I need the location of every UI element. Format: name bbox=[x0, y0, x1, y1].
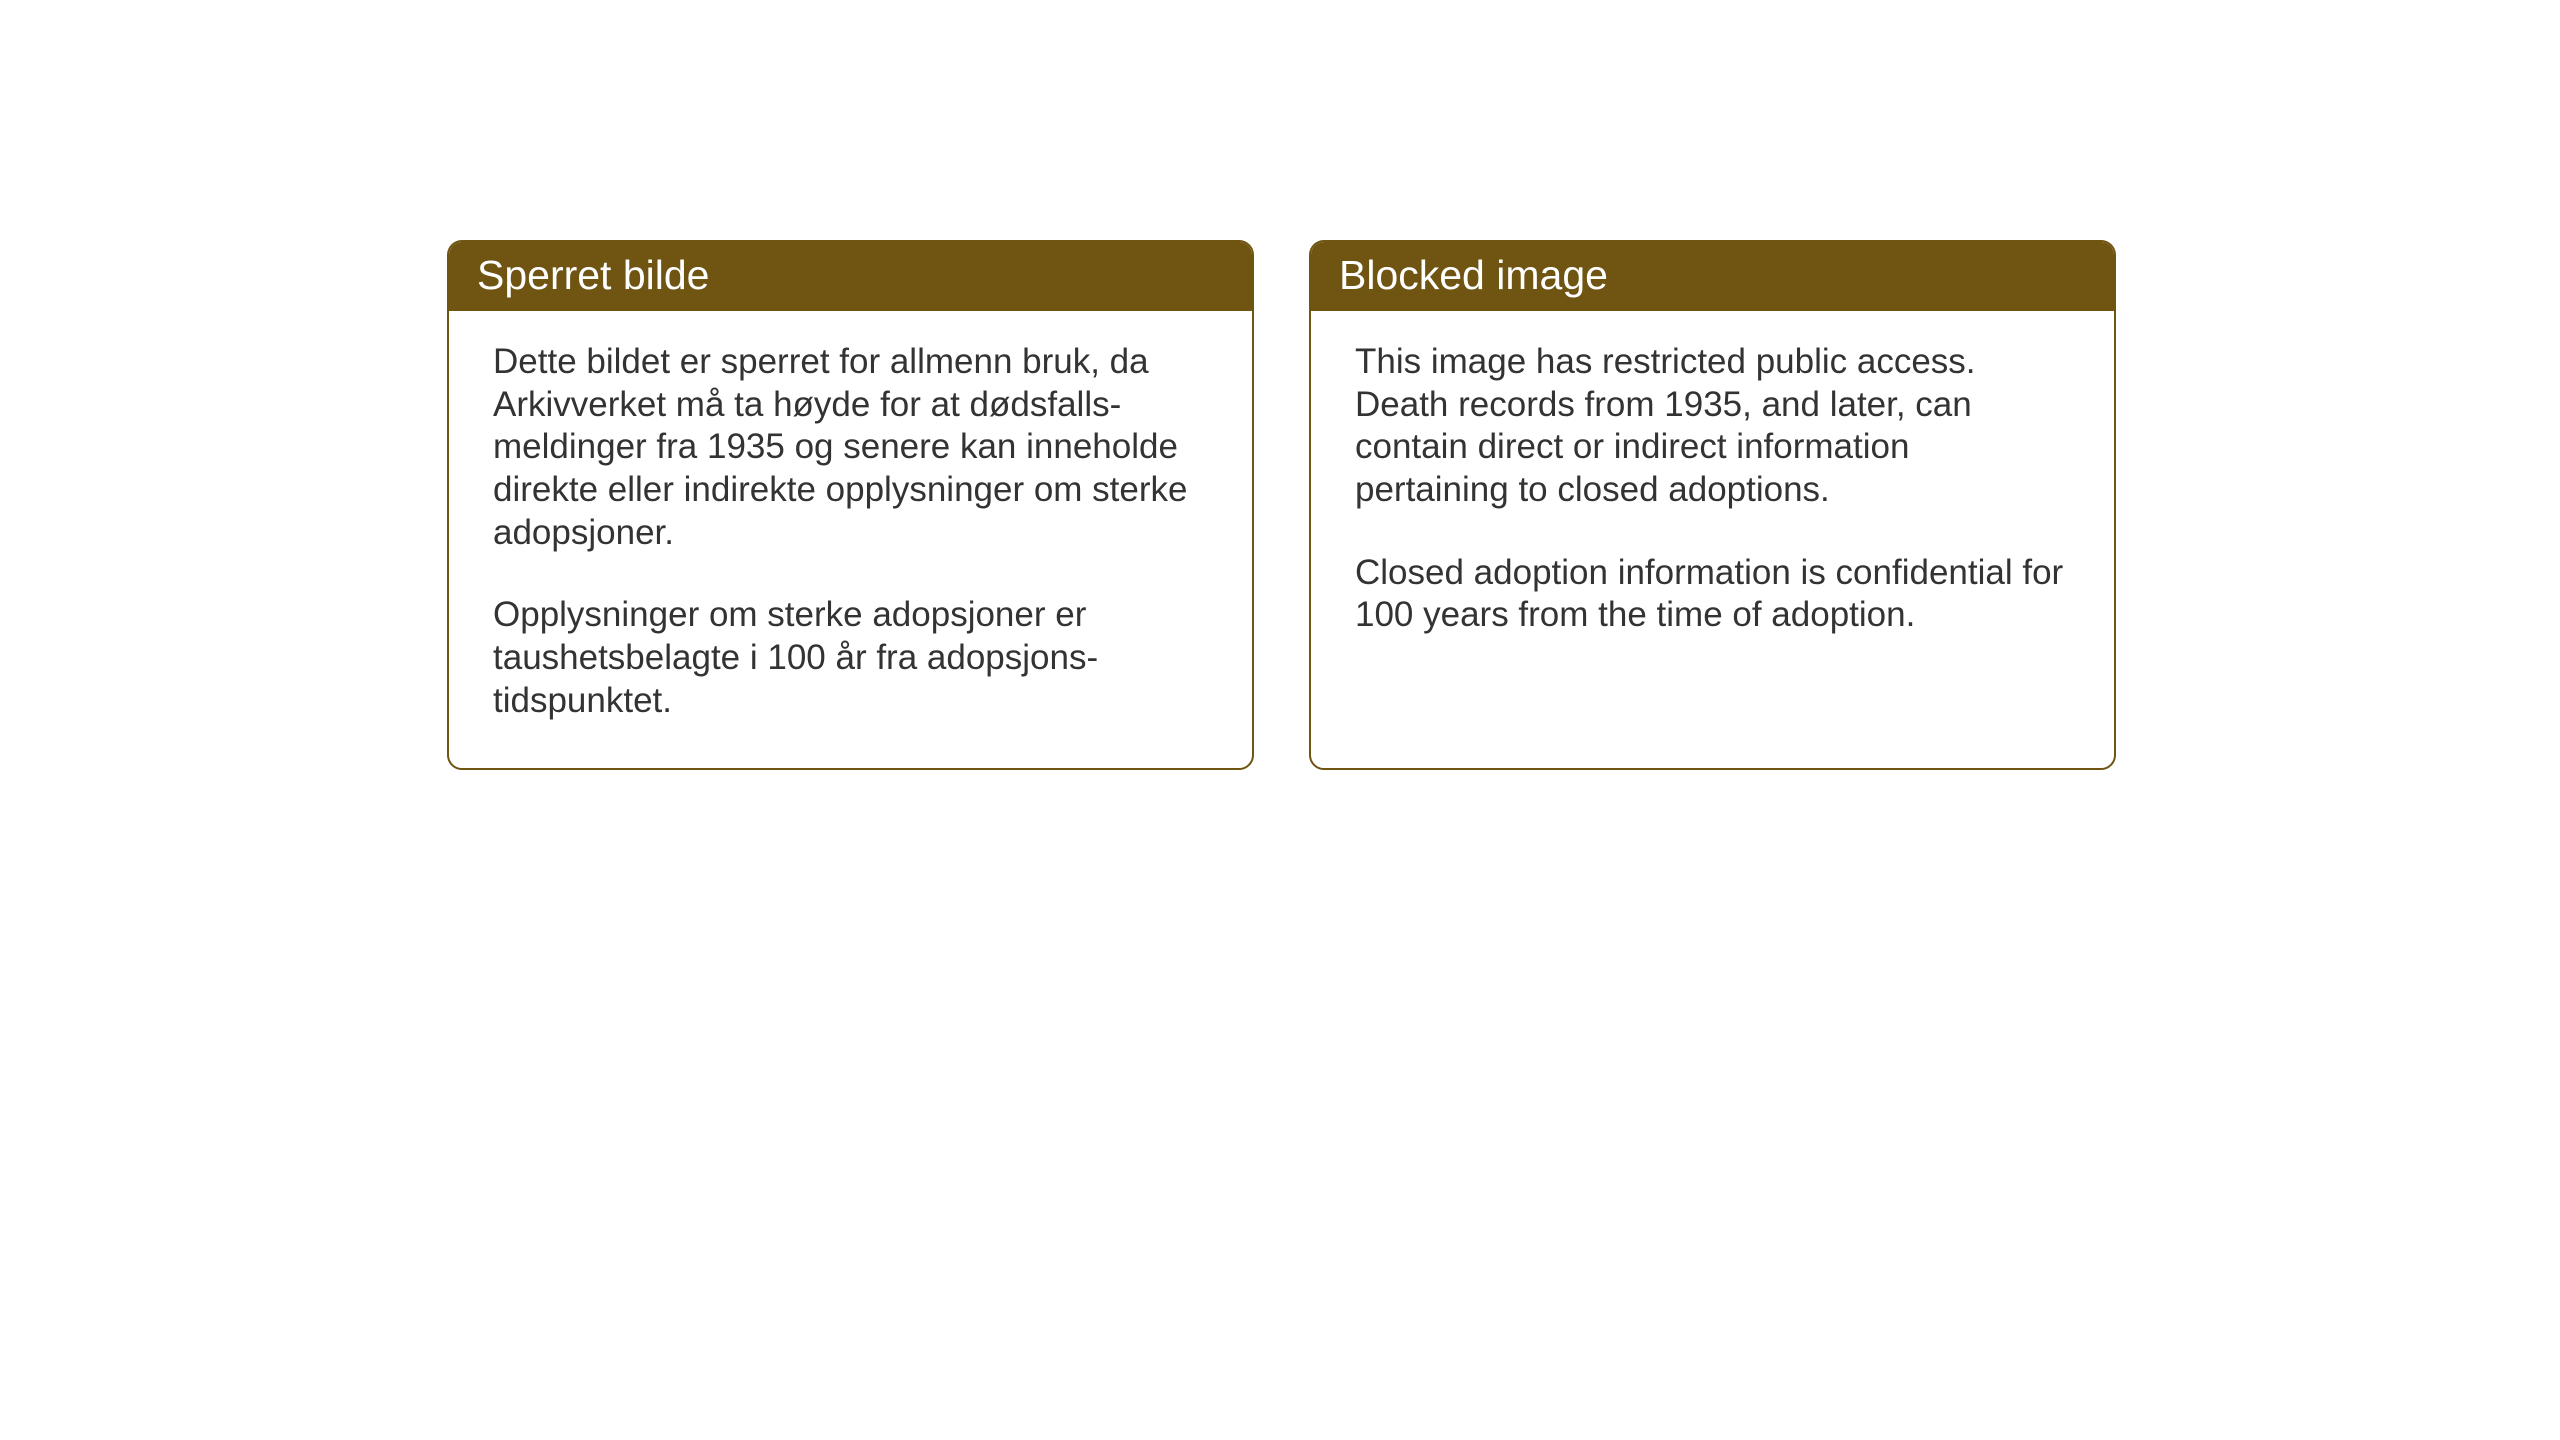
notice-card-english: Blocked image This image has restricted … bbox=[1309, 240, 2116, 770]
card-paragraph-2-english: Closed adoption information is confident… bbox=[1355, 552, 2070, 637]
card-body-norwegian: Dette bildet er sperret for allmenn bruk… bbox=[449, 311, 1252, 768]
card-paragraph-1-english: This image has restricted public access.… bbox=[1355, 341, 2070, 512]
card-title-english: Blocked image bbox=[1339, 252, 1608, 298]
notice-card-norwegian: Sperret bilde Dette bildet er sperret fo… bbox=[447, 240, 1254, 770]
notice-cards-container: Sperret bilde Dette bildet er sperret fo… bbox=[447, 240, 2116, 770]
card-paragraph-1-norwegian: Dette bildet er sperret for allmenn bruk… bbox=[493, 341, 1208, 554]
card-header-english: Blocked image bbox=[1311, 242, 2114, 311]
card-paragraph-2-norwegian: Opplysninger om sterke adopsjoner er tau… bbox=[493, 594, 1208, 722]
card-body-english: This image has restricted public access.… bbox=[1311, 311, 2114, 767]
card-title-norwegian: Sperret bilde bbox=[477, 252, 709, 298]
card-header-norwegian: Sperret bilde bbox=[449, 242, 1252, 311]
